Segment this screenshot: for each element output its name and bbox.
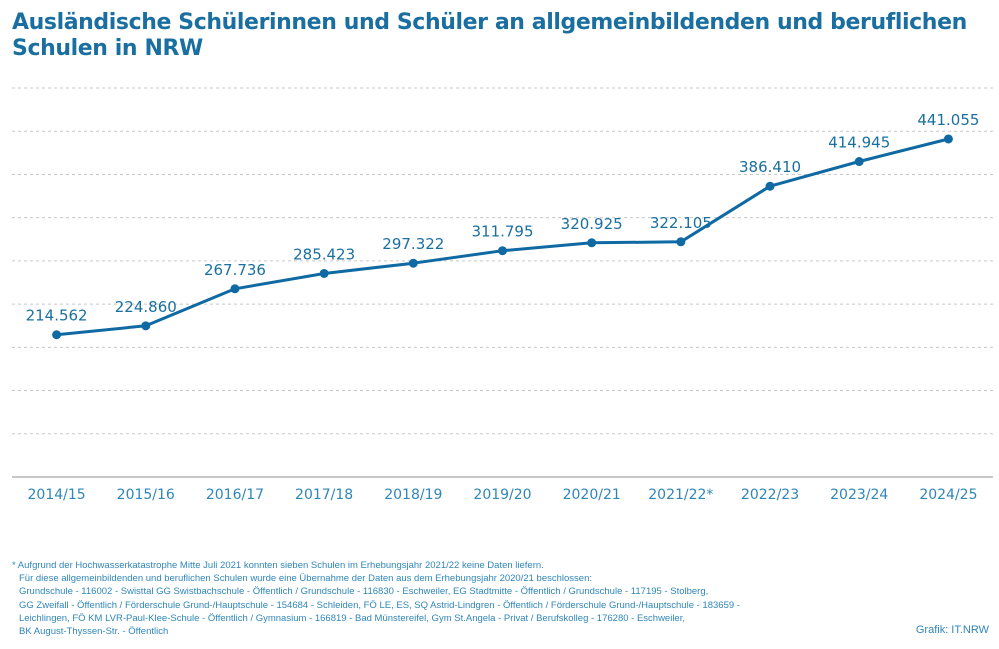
data-label: 214.562 [26,307,88,325]
data-label: 386.410 [739,158,801,176]
x-tick-label: 2017/18 [295,487,353,503]
data-point [52,330,62,340]
footnote-line: * Aufgrund der Hochwasserkatastrophe Mit… [12,560,544,571]
data-label: 414.945 [828,134,890,152]
x-tick-label: 2021/22* [648,487,713,503]
x-tick-label: 2014/15 [28,487,86,503]
data-label: 311.795 [471,223,533,241]
x-tick-label: 2023/24 [830,487,888,503]
x-tick-labels: 2014/15 2015/16 2016/17 2017/18 2018/19 2019/… [28,487,978,503]
data-label: 297.322 [382,235,444,253]
data-label: 441.055 [917,111,979,129]
data-point [141,321,151,331]
source-credit: Grafik: IT.NRW [915,624,989,636]
grid-lines [12,87,993,435]
data-point [765,181,775,191]
x-tick-label: 2024/25 [919,487,977,503]
footnote-line: GG Zweifall - Öffentlich / Förderschule … [19,599,740,611]
x-tick-label: 2022/23 [741,487,799,503]
data-points [52,134,953,340]
footnote-line: BK August-Thyssen-Str. - Öffentlich [19,626,169,638]
data-point [408,258,418,268]
data-point [498,246,507,256]
data-point [854,157,864,167]
data-point [319,268,329,278]
x-tick-label: 2018/19 [384,487,442,503]
chart-title: Ausländische Schülerinnen und Schüler an… [12,10,967,61]
data-point [676,237,686,247]
data-labels: 214.562 224.860 267.736 285.423 297.322 311.7… [26,111,980,325]
data-point [230,284,240,294]
footnote-line: Für diese allgemeinbildenden und berufli… [19,573,593,585]
data-point [587,238,597,248]
x-tick-label: 2019/20 [473,487,531,503]
data-label: 322.105 [650,214,712,232]
data-point [943,134,953,144]
line-chart: 2014/15 2015/16 2016/17 2017/18 2018/19 2019/… [12,87,993,503]
footnote-line: Leichlingen, FÖ KM LVR-Paul-Klee-Schule … [19,612,685,624]
data-label: 320.925 [561,215,623,233]
data-label: 285.423 [293,245,355,263]
footnote-line: Grundschule - 116002 - Swisttal GG Swist… [19,586,709,598]
x-tick-label: 2015/16 [117,487,175,503]
data-label: 224.860 [115,298,177,316]
x-tick-label: 2020/21 [563,487,621,503]
footnote: * Aufgrund der Hochwasserkatastrophe Mit… [12,559,892,638]
data-label: 267.736 [204,261,266,279]
x-tick-label: 2016/17 [206,487,264,503]
